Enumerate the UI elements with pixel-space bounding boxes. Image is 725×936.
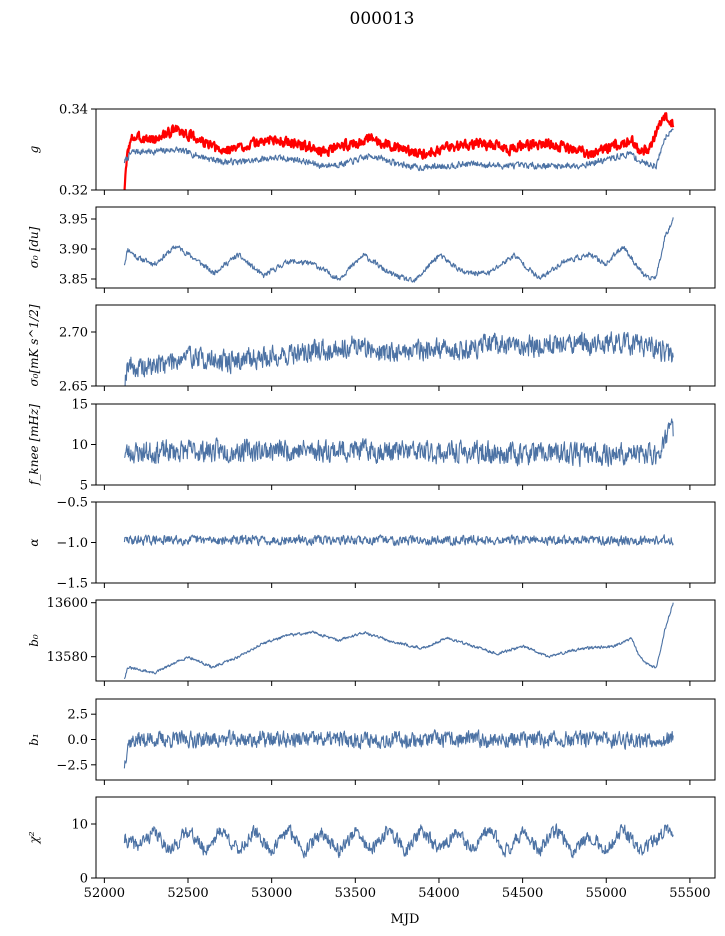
series-line-1 (123, 729, 674, 769)
y-tick-label: 3.90 (59, 243, 88, 258)
panel-6: 13580 13600 b₀ (27, 596, 716, 686)
y-tick-label: 2.5 (67, 708, 88, 723)
x-tick-label: 53500 (335, 886, 376, 901)
y-tick-label: 2.70 (59, 326, 88, 341)
x-axis-label: MJD (391, 912, 420, 927)
y-axis-label: b₀ (27, 634, 41, 647)
y-axis-label: α (27, 538, 41, 546)
panel-frame (95, 304, 716, 387)
y-tick-label: 10 (71, 818, 88, 833)
panel-4: 5 10 15 f_knee [mHz] (27, 398, 716, 494)
panel-frame (95, 206, 716, 289)
y-tick-label: 13600 (47, 596, 88, 611)
panel-8: 0 10 52000 52500 53000 53500 54000 54500 55000 55… (27, 796, 716, 901)
panel-frame (95, 599, 716, 682)
series-line-1 (123, 602, 674, 680)
y-axis-label: g (27, 145, 41, 153)
y-axis-label: σ₀[mK s^1/2] (27, 304, 41, 386)
x-tick-label: 53000 (251, 886, 292, 901)
panel-1: 0.32 0.34 g (27, 103, 716, 199)
figure-title: 000013 (350, 9, 415, 29)
panel-7: −2.5 0.0 2.5 b₁ (27, 698, 716, 785)
y-tick-label: 2.65 (59, 380, 88, 395)
panel-5: −1.5 −1.0 −0.5 α (27, 496, 716, 592)
panel-2: 3.85 3.90 3.95 σ₀ [du] (27, 206, 716, 293)
x-tick-label: 55500 (669, 886, 710, 901)
series-line-1 (123, 823, 674, 859)
panel-frame (95, 796, 716, 879)
series-line-1 (123, 217, 674, 283)
y-tick-label: −1.0 (56, 536, 88, 551)
y-tick-label: 13580 (47, 650, 88, 665)
y-tick-label: 5 (80, 479, 88, 494)
y-axis-label: f_knee [mHz] (27, 404, 41, 486)
y-tick-label: 0.0 (67, 733, 88, 748)
panel-3: 2.65 2.70 σ₀[mK s^1/2] (27, 304, 716, 395)
y-axis-label: b₁ (27, 733, 41, 746)
x-tick-label: 52000 (84, 886, 125, 901)
x-tick-label: 54000 (418, 886, 459, 901)
y-tick-label: 15 (71, 398, 88, 413)
y-tick-label: 10 (71, 438, 88, 453)
x-tick-label: 55000 (586, 886, 627, 901)
series-line-2 (123, 128, 674, 172)
y-tick-label: −0.5 (56, 496, 88, 511)
y-axis-label: σ₀ [du] (27, 226, 41, 268)
series-line-1 (123, 534, 674, 547)
y-tick-label: 3.95 (59, 213, 88, 228)
y-tick-label: 0.32 (59, 184, 88, 199)
series-line-1 (123, 418, 674, 468)
series-line-1 (123, 112, 675, 190)
y-axis-label: χ² (27, 831, 41, 844)
y-tick-label: −1.5 (56, 577, 88, 592)
y-tick-label: −2.5 (56, 758, 88, 773)
series-line-1 (124, 331, 674, 386)
y-tick-label: 0 (80, 872, 88, 887)
x-tick-label: 54500 (502, 886, 543, 901)
x-tick-label: 52500 (167, 886, 208, 901)
y-tick-label: 3.85 (59, 273, 88, 288)
panel-frame (95, 108, 716, 191)
panels-container: 0.32 0.34 g 3.85 3.90 3.95 σ₀ [du] 2.65 2.70 σ₀[m… (27, 103, 716, 901)
y-tick-label: 0.34 (59, 103, 88, 118)
